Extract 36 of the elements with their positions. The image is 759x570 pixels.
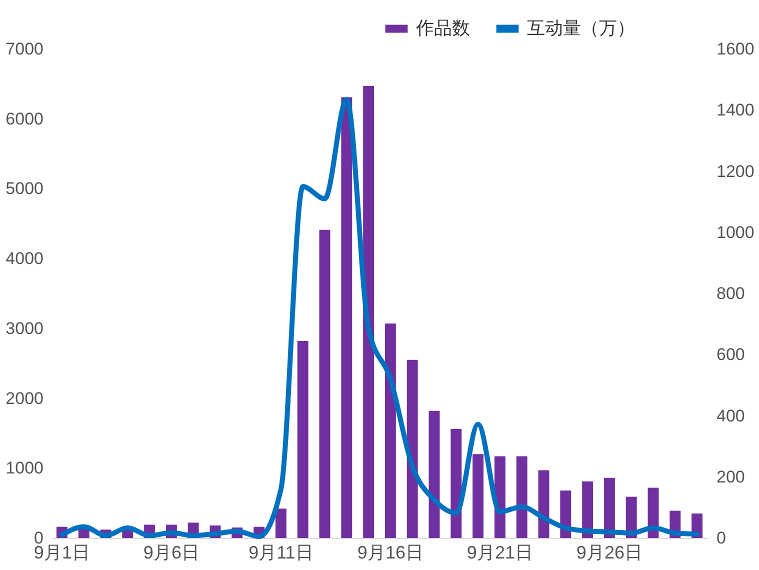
legend-label: 互动量（万） [527, 18, 635, 38]
bar [406, 360, 418, 538]
bar [582, 481, 594, 538]
y-tick-label: 5000 [6, 179, 44, 198]
x-tick-label: 9月16日 [357, 542, 424, 562]
y2-tick-label: 1400 [716, 100, 754, 120]
legend-label: 作品数 [415, 18, 470, 38]
y-tick-label: 6000 [6, 109, 44, 128]
y-tick-label: 7000 [6, 40, 44, 58]
x-tick-label: 9月26日 [576, 542, 642, 562]
y2-tick-label: 200 [716, 467, 745, 486]
bar [604, 478, 615, 538]
bar [428, 410, 440, 538]
bar [297, 341, 308, 538]
bar [450, 429, 462, 538]
y-tick-label: 3000 [6, 318, 44, 338]
y2-tick-label: 600 [716, 345, 745, 364]
x-tick-label: 9月21日 [466, 542, 533, 562]
y-tick-label: 1000 [6, 458, 44, 478]
y2-tick-label: 0 [716, 528, 726, 548]
x-tick-label: 9月11日 [248, 542, 314, 562]
bar [384, 324, 396, 538]
y-tick-label: 4000 [6, 249, 44, 268]
y2-tick-label: 1000 [716, 222, 754, 242]
y2-tick-label: 1600 [716, 40, 754, 58]
x-tick-label: 9月6日 [143, 542, 200, 562]
y2-tick-label: 400 [716, 406, 745, 426]
y-tick-label: 2000 [6, 388, 44, 408]
bar [319, 230, 330, 538]
bar [341, 97, 352, 538]
y2-tick-label: 800 [716, 284, 745, 303]
y2-tick-label: 1200 [716, 162, 754, 181]
bar [472, 454, 484, 538]
bar [275, 508, 286, 538]
bar [363, 86, 374, 538]
bar [516, 456, 528, 538]
